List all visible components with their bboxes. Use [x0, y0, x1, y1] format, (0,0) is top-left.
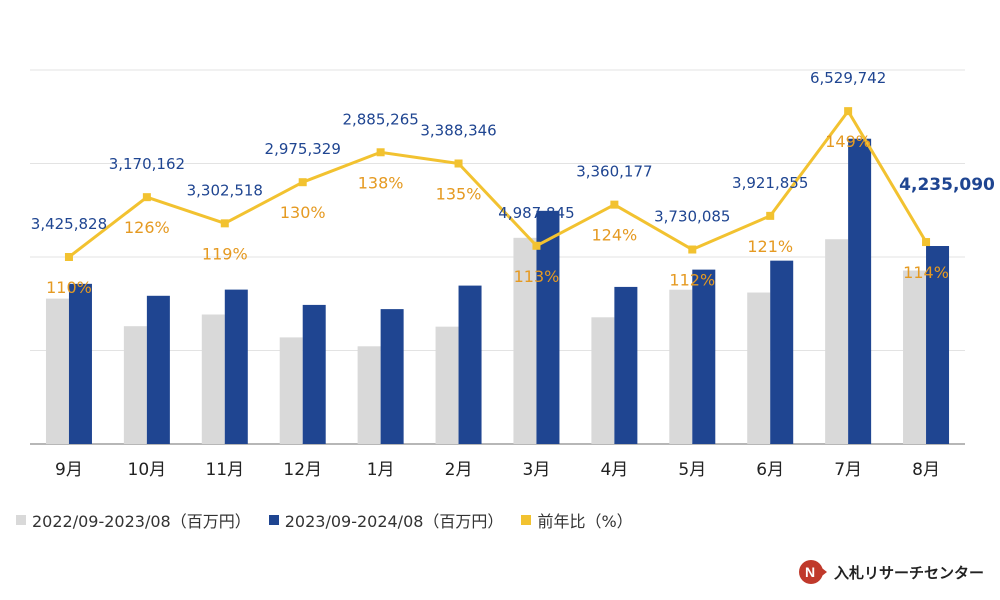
ratio-point-9 — [688, 245, 697, 254]
bar-current-7 — [536, 210, 560, 444]
pct-label-11: 149% — [825, 132, 871, 151]
ratio-point-6 — [454, 159, 463, 168]
pct-label-8: 124% — [592, 226, 638, 245]
bar-current-9 — [692, 269, 716, 444]
ratio-point-8 — [610, 200, 619, 209]
x-tick-label: 2月 — [445, 460, 473, 480]
bar-current-2 — [146, 295, 170, 444]
x-tick-label: 11月 — [205, 460, 244, 480]
ratio-point-10 — [766, 211, 775, 220]
bar-current-12 — [926, 246, 950, 444]
value-label-4: 2,975,329 — [265, 140, 341, 158]
bar-prev-1 — [45, 298, 69, 444]
bar-current-4 — [302, 304, 326, 444]
legend-item-current: 2023/09-2024/08（百万円） — [268, 508, 504, 532]
value-label-1: 3,425,828 — [31, 215, 107, 233]
brand-logo: N 入札リサーチセンター — [798, 559, 984, 585]
bar-prev-4 — [279, 337, 303, 444]
value-label-12: 4,235,090 — [899, 175, 995, 195]
x-tick-label: 3月 — [523, 460, 551, 480]
value-label-5: 2,885,265 — [342, 110, 418, 128]
x-tick-label: 6月 — [756, 460, 784, 480]
x-tick-label: 1月 — [367, 460, 395, 480]
x-tick-label: 7月 — [834, 460, 862, 480]
pct-label-12: 114% — [903, 263, 949, 282]
x-tick-label: 12月 — [283, 460, 322, 480]
brand-logo-letter: N — [805, 564, 815, 580]
value-label-6: 3,388,346 — [420, 122, 496, 140]
legend-label-current: 2023/09-2024/08（百万円） — [284, 512, 504, 531]
value-label-2: 3,170,162 — [109, 155, 185, 173]
legend-label-prev: 2022/09-2023/08（百万円） — [32, 512, 251, 531]
pct-label-10: 121% — [747, 237, 793, 256]
ratio-point-5 — [376, 148, 385, 157]
value-label-3: 3,302,518 — [187, 181, 263, 199]
legend-item-prev: 2022/09-2023/08（百万円） — [16, 508, 251, 532]
ratio-point-1 — [64, 253, 73, 261]
value-label-7: 4,987,845 — [498, 204, 574, 222]
bar-current-10 — [770, 260, 794, 444]
x-tick-label: 8月 — [912, 460, 940, 480]
pct-label-5: 138% — [358, 173, 404, 192]
ratio-point-3 — [220, 219, 229, 228]
pct-label-4: 130% — [280, 203, 326, 222]
legend-swatch-prev — [16, 515, 26, 525]
x-tick-label: 5月 — [678, 460, 706, 480]
bar-prev-9 — [669, 289, 693, 444]
bar-prev-7 — [513, 237, 537, 444]
legend-swatch-current — [268, 515, 279, 525]
pct-label-2: 126% — [124, 218, 170, 237]
bar-prev-6 — [435, 326, 459, 444]
pct-label-3: 119% — [202, 244, 248, 263]
value-label-10: 3,921,855 — [732, 174, 808, 192]
bar-prev-12 — [903, 270, 927, 444]
pct-label-7: 113% — [514, 267, 560, 286]
x-tick-label: 10月 — [128, 460, 167, 480]
value-label-8: 3,360,177 — [576, 163, 652, 181]
legend: 2022/09-2023/08（百万円） 2023/09-2024/08（百万円… — [16, 508, 651, 532]
chart: 9月 10月 11月 12月 1月 2月 3月 4月 5月 6月 7月 8月 3,425,828 3,17… — [30, 69, 995, 480]
ratio-line — [68, 109, 928, 259]
bar-current-6 — [458, 285, 482, 444]
bar-prev-3 — [201, 314, 225, 444]
ratio-point-4 — [298, 178, 307, 187]
bar-prev-8 — [591, 317, 615, 444]
ratio-point-12 — [922, 238, 931, 247]
bar-current-11 — [848, 138, 872, 444]
brand-name: 入札リサーチセンター — [834, 563, 985, 582]
pct-label-6: 135% — [436, 185, 482, 204]
ratio-point-2 — [142, 193, 151, 202]
value-label-9: 3,730,085 — [654, 208, 730, 226]
bar-prev-11 — [825, 239, 849, 444]
pct-label-1: 110% — [46, 278, 92, 297]
value-label-11: 6,529,742 — [810, 69, 886, 87]
bar-prev-10 — [747, 292, 771, 444]
legend-swatch-ratio — [521, 515, 532, 525]
legend-item-ratio: 前年比（%） — [521, 508, 633, 532]
ratio-point-11 — [844, 107, 853, 116]
x-tick-label: 4月 — [600, 460, 628, 480]
bar-current-5 — [380, 309, 404, 444]
ratio-point-7 — [532, 241, 541, 250]
x-tick-label: 9月 — [55, 460, 83, 480]
bar-current-8 — [614, 286, 638, 444]
bar-current-1 — [68, 283, 92, 444]
bar-current-3 — [224, 289, 248, 444]
bar-prev-5 — [357, 346, 381, 444]
bar-prev-2 — [123, 326, 147, 444]
brand-logo-icon: N — [799, 560, 827, 584]
pct-label-9: 112% — [669, 271, 715, 290]
legend-label-ratio: 前年比（%） — [537, 512, 633, 531]
